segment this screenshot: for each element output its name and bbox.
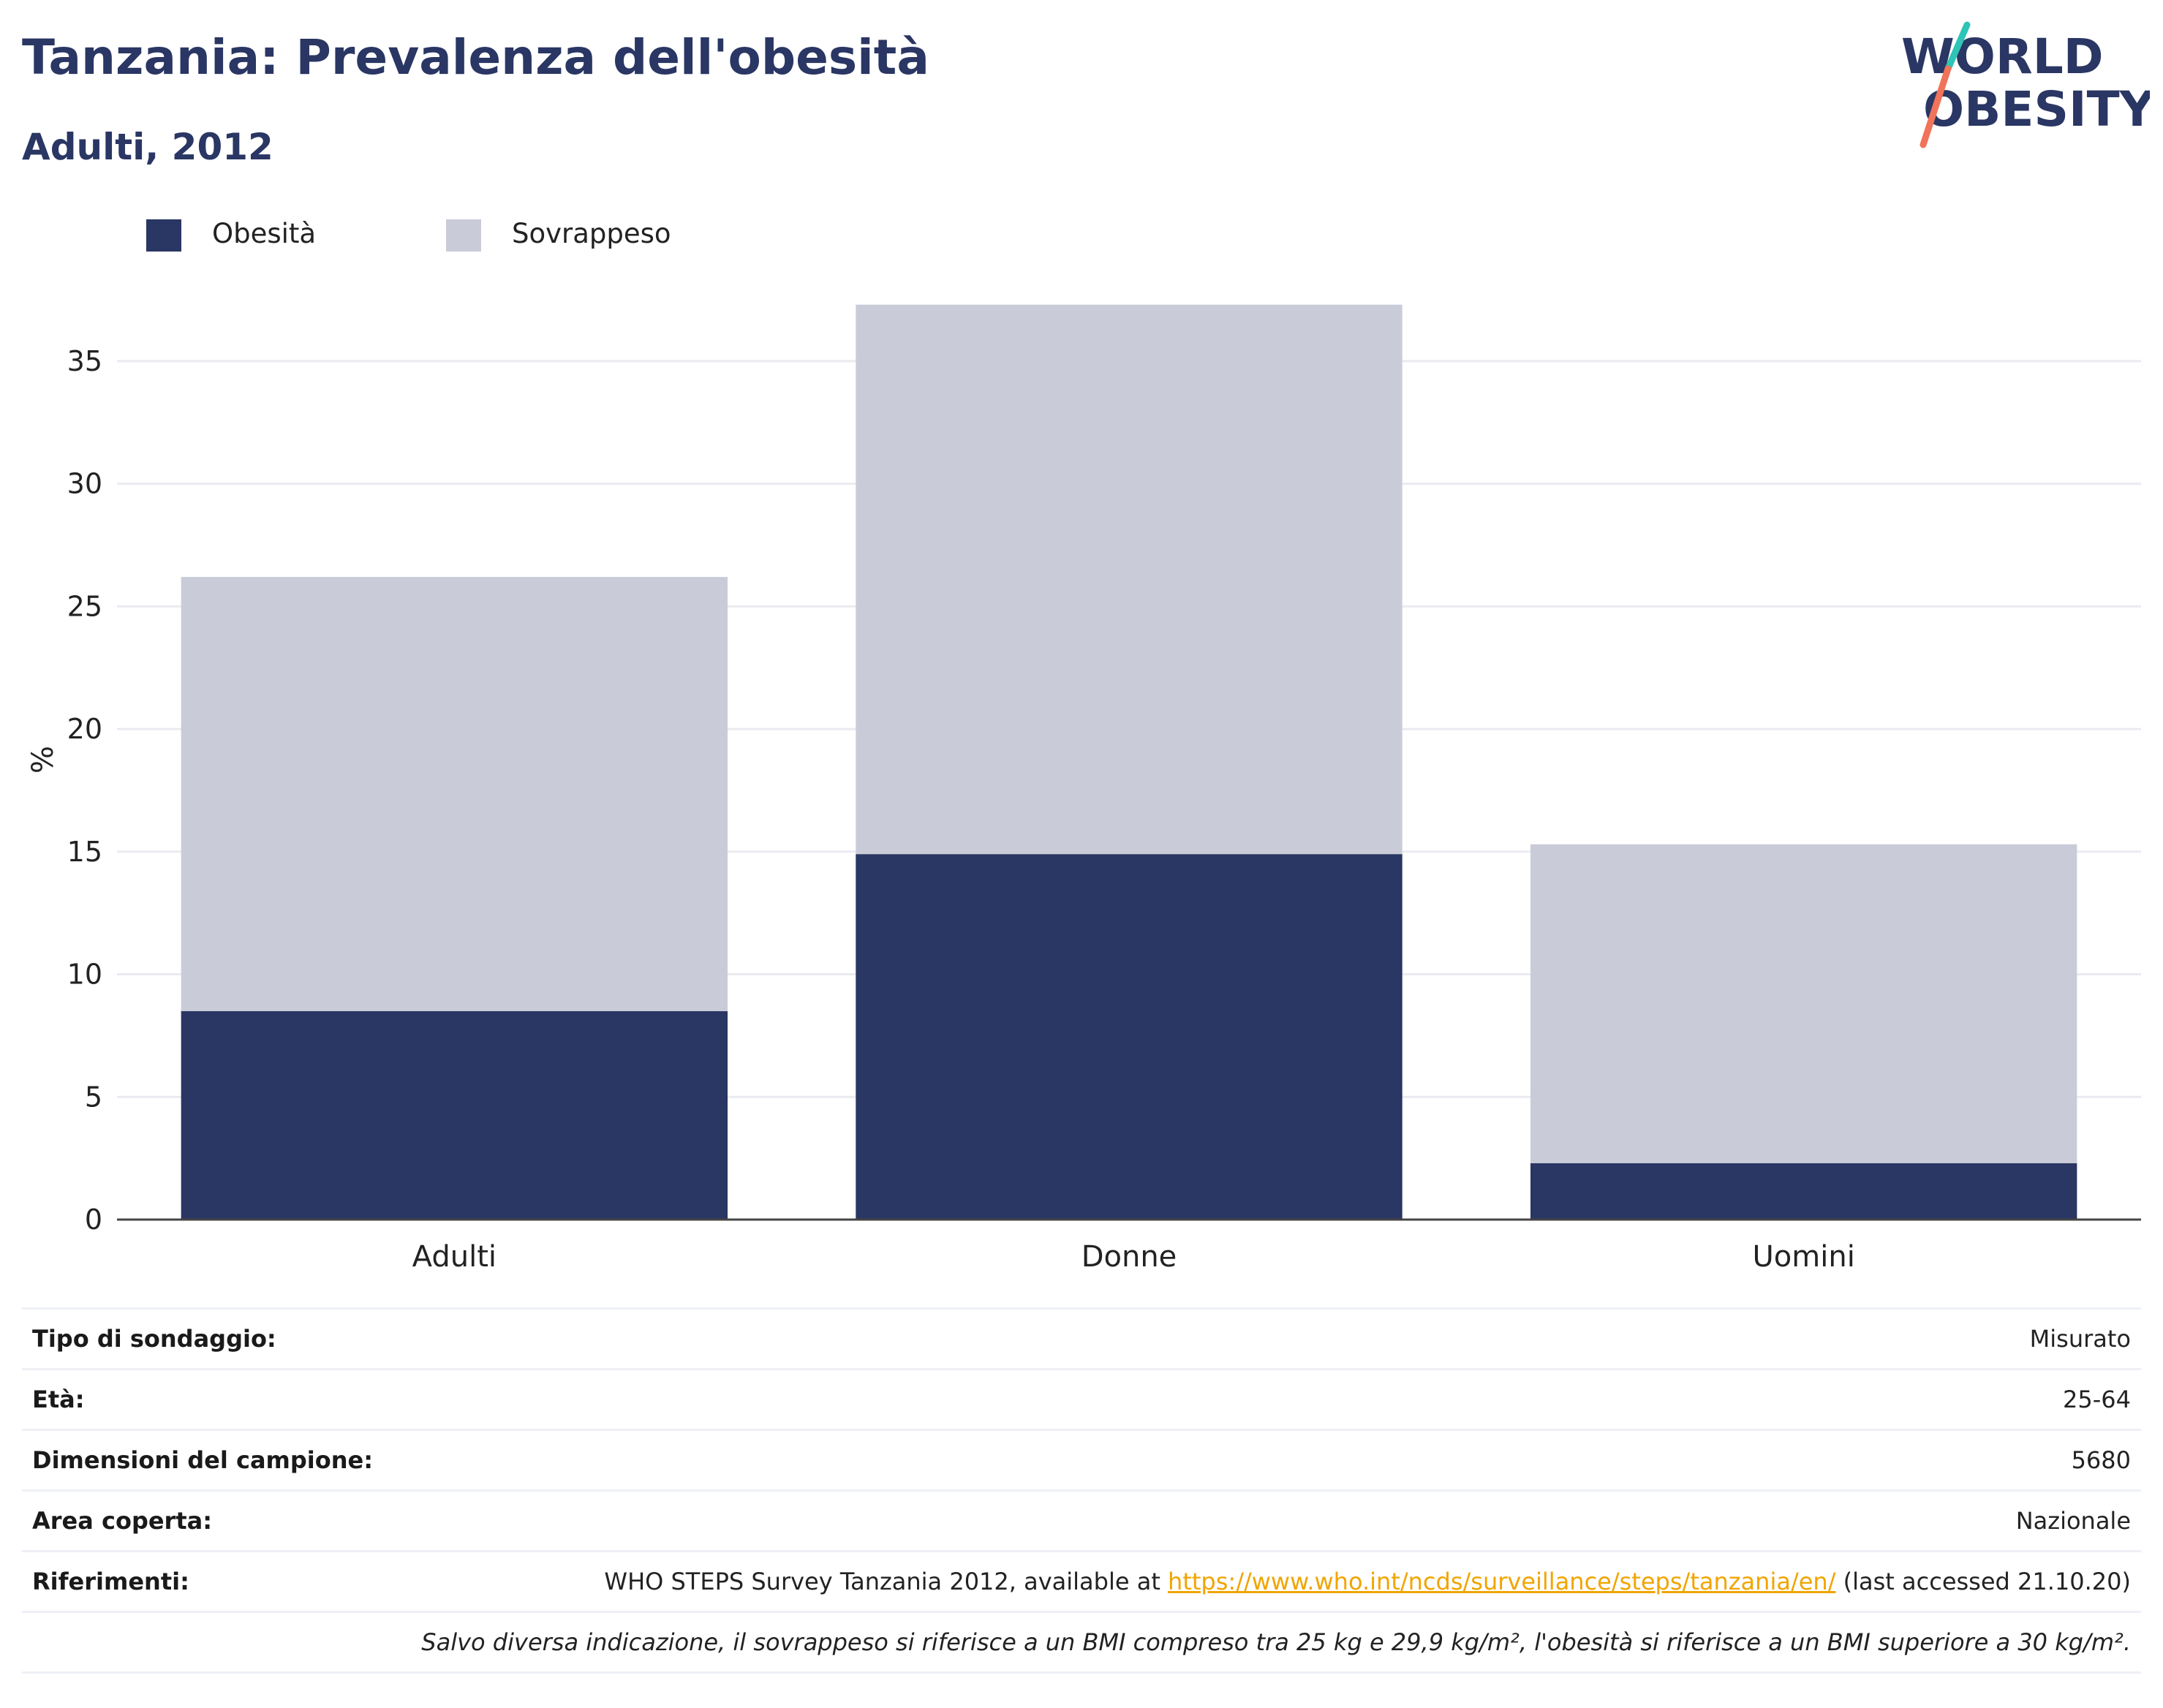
world-obesity-logo: WORLD OBESITY <box>1901 21 2150 148</box>
info-row-sample-size: Dimensioni del campione: 5680 <box>22 1429 2141 1491</box>
y-tick-label: 10 <box>67 959 102 991</box>
y-tick-label: 30 <box>67 468 102 500</box>
references-value: WHO STEPS Survey Tanzania 2012, availabl… <box>423 1550 2141 1612</box>
info-row-age: Età: 25-64 <box>22 1368 2141 1430</box>
y-tick-label: 5 <box>85 1081 102 1113</box>
logo-line1: WORLD <box>1901 29 2104 85</box>
info-value: Misurato <box>423 1307 2141 1369</box>
bmi-note: Salvo diversa indicazione, il sovrappeso… <box>22 1611 2141 1674</box>
info-label: Età: <box>22 1368 423 1430</box>
references-link[interactable]: https://www.who.int/ncds/surveillance/st… <box>1168 1568 1836 1595</box>
legend-swatch-obesity <box>146 219 181 252</box>
info-row-references: Riferimenti: WHO STEPS Survey Tanzania 2… <box>22 1550 2141 1612</box>
x-tick-label: Adulti <box>412 1240 497 1272</box>
y-tick-label: 20 <box>67 713 102 745</box>
references-accessed: (last accessed 21.10.20) <box>1835 1568 2131 1595</box>
logo-slash-top <box>1944 21 1971 72</box>
bar-uomini-segment <box>1530 1163 2077 1220</box>
legend-label-overweight: Sovrappeso <box>512 218 671 249</box>
info-row-survey-type: Tipo di sondaggio: Misurato <box>22 1307 2141 1369</box>
y-axis-label: % <box>26 746 60 774</box>
y-tick-label: 15 <box>67 836 102 868</box>
y-tick-label: 0 <box>85 1203 102 1236</box>
y-tick-label: 35 <box>67 345 102 377</box>
logo-slash-bottom <box>1919 65 1952 148</box>
y-tick-label: 25 <box>67 590 102 622</box>
survey-info-table: Tipo di sondaggio: Misurato Età: 25-64 D… <box>22 1307 2141 1674</box>
info-label: Dimensioni del campione: <box>22 1429 423 1491</box>
chart-subtitle: Adulti, 2012 <box>22 126 273 168</box>
x-tick-label: Donne <box>1082 1240 1177 1272</box>
info-label: Tipo di sondaggio: <box>22 1307 423 1369</box>
bar-uomini-segment <box>1530 844 2077 1163</box>
legend-label-obesity: Obesità <box>212 218 317 249</box>
chart-title: Tanzania: Prevalenza dell'obesità <box>22 29 929 86</box>
legend-swatch-overweight <box>446 219 481 252</box>
info-value: 25-64 <box>423 1368 2141 1430</box>
bar-donne-segment <box>856 304 1403 855</box>
stacked-bar-chart: 0 5 10 15 20 25 30 35% Adulti Donne Uomini <box>26 304 2141 1272</box>
references-text: WHO STEPS Survey Tanzania 2012, availabl… <box>604 1568 1169 1595</box>
bar-donne-segment <box>856 854 1403 1220</box>
info-row-area: Area coperta: Nazionale <box>22 1489 2141 1552</box>
info-value: 5680 <box>423 1429 2141 1491</box>
bar-adulti-segment <box>181 577 728 1011</box>
bar-adulti-segment <box>181 1010 728 1220</box>
info-value: Nazionale <box>423 1489 2141 1552</box>
logo-line2: OBESITY <box>1923 81 2150 137</box>
info-label: Riferimenti: <box>22 1550 423 1612</box>
info-row-note: Salvo diversa indicazione, il sovrappeso… <box>22 1611 2141 1674</box>
x-tick-label: Uomini <box>1753 1240 1855 1272</box>
info-label: Area coperta: <box>22 1489 423 1552</box>
